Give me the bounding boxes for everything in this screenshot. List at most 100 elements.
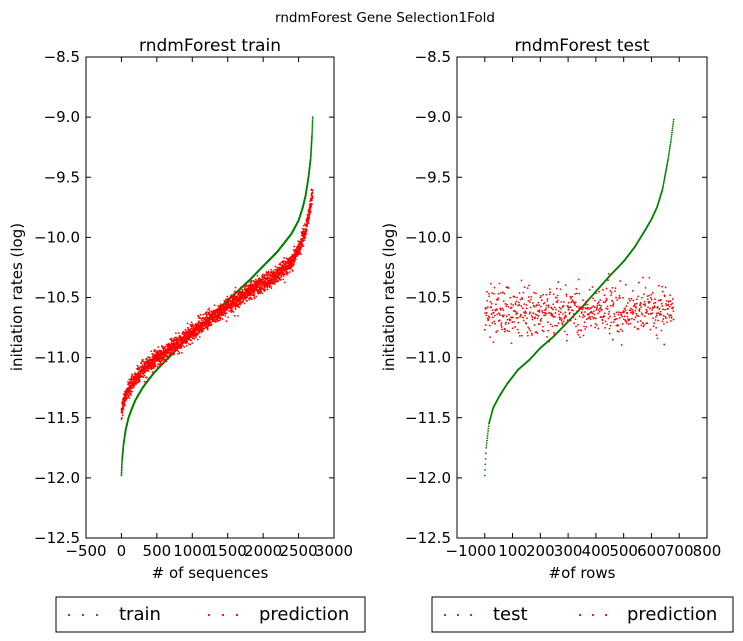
data-point-prediction (261, 292, 264, 295)
data-point-prediction (151, 367, 153, 370)
data-point-prediction (240, 286, 242, 289)
train-chart: rndmForest train # of sequences initiati… (8, 36, 366, 633)
data-point-prediction (208, 307, 211, 310)
data-point-prediction (267, 272, 270, 274)
data-point-prediction (149, 356, 151, 359)
data-point-prediction (248, 298, 251, 301)
data-point-train (120, 471, 123, 474)
data-point-prediction (162, 362, 164, 365)
data-point-prediction (142, 376, 145, 379)
data-point-prediction (190, 339, 193, 342)
data-point-prediction (156, 365, 159, 368)
data-point-prediction (251, 298, 253, 301)
data-point-prediction (206, 313, 208, 316)
data-point-prediction (146, 376, 148, 379)
data-point-prediction (124, 404, 126, 406)
data-point-prediction (250, 279, 253, 282)
data-point-train (311, 123, 314, 126)
data-point-prediction (264, 288, 267, 291)
data-point-prediction (224, 314, 227, 317)
data-point-prediction (270, 287, 273, 290)
data-point-prediction (138, 379, 141, 381)
data-point-prediction (121, 414, 124, 416)
data-point-prediction (243, 302, 246, 305)
data-point-prediction (164, 358, 167, 361)
data-point-prediction (198, 336, 201, 338)
series-prediction (120, 188, 314, 420)
data-point-prediction (226, 295, 229, 298)
data-point-prediction (146, 357, 148, 360)
data-point-prediction (159, 362, 162, 364)
data-point-prediction (279, 262, 282, 264)
data-point-prediction (173, 353, 176, 355)
data-point-prediction (147, 356, 150, 358)
data-point-prediction (206, 328, 209, 331)
data-point-prediction (194, 336, 197, 339)
data-point-prediction (131, 374, 134, 377)
data-point-prediction (231, 307, 233, 310)
train-chart-ylabel: initiation rates (log) (8, 223, 26, 371)
data-point-prediction (166, 354, 169, 357)
data-point-train (311, 127, 314, 129)
data-point-prediction (131, 387, 133, 390)
data-point-prediction (226, 308, 229, 311)
data-point-train (311, 119, 314, 122)
data-point-prediction (253, 297, 256, 300)
data-point-prediction (191, 342, 194, 344)
data-point-prediction (225, 320, 228, 323)
data-point-prediction (234, 308, 237, 310)
data-point-train (311, 121, 314, 124)
data-point-prediction (270, 285, 272, 288)
data-point-prediction (232, 311, 235, 313)
data-point-prediction (190, 321, 193, 324)
figure-suptitle: rndmForest Gene Selection1Fold (275, 10, 495, 26)
data-point-prediction (208, 310, 211, 312)
data-point-prediction (170, 352, 173, 355)
data-point-train (121, 462, 123, 464)
data-point-train (311, 132, 313, 135)
data-point-prediction (208, 311, 211, 314)
data-point-train (121, 460, 123, 463)
data-point-prediction (256, 274, 259, 277)
data-point-prediction (186, 322, 189, 325)
data-point-prediction (246, 300, 249, 302)
data-point-prediction (270, 268, 273, 271)
data-point-train (120, 465, 123, 467)
data-point-prediction (177, 332, 180, 334)
data-point-prediction (277, 280, 280, 282)
train-chart-xlabel: # of sequences (152, 564, 269, 582)
data-point-prediction (147, 369, 150, 372)
data-point-prediction (261, 285, 264, 287)
data-point-prediction (255, 295, 258, 298)
data-point-prediction (223, 300, 226, 303)
data-point-prediction (199, 317, 202, 320)
data-point-prediction (191, 337, 194, 340)
data-point-train (120, 469, 123, 472)
data-point-prediction (196, 338, 199, 341)
data-point-prediction (199, 314, 202, 316)
data-point-prediction (246, 296, 249, 299)
data-point-prediction (225, 312, 228, 315)
data-point-prediction (122, 408, 125, 411)
data-point-prediction (157, 346, 160, 348)
data-point-prediction (207, 308, 210, 311)
data-point-prediction (228, 310, 231, 312)
data-point-train (120, 474, 123, 477)
data-point-prediction (237, 315, 239, 317)
data-point-prediction (175, 336, 177, 339)
data-point-train (311, 116, 314, 119)
data-point-prediction (204, 318, 207, 321)
train-chart-title: rndmForest train (139, 36, 281, 56)
data-point-prediction (202, 313, 205, 316)
data-point-train (120, 473, 123, 475)
data-point-prediction (128, 397, 131, 400)
data-point-prediction (183, 346, 186, 348)
data-point-prediction (143, 374, 146, 377)
data-point-prediction (198, 320, 200, 323)
data-point-train (311, 134, 313, 137)
data-point-prediction (227, 316, 229, 319)
data-point-prediction (127, 394, 130, 397)
data-point-prediction (221, 318, 224, 320)
data-point-prediction (214, 321, 217, 323)
